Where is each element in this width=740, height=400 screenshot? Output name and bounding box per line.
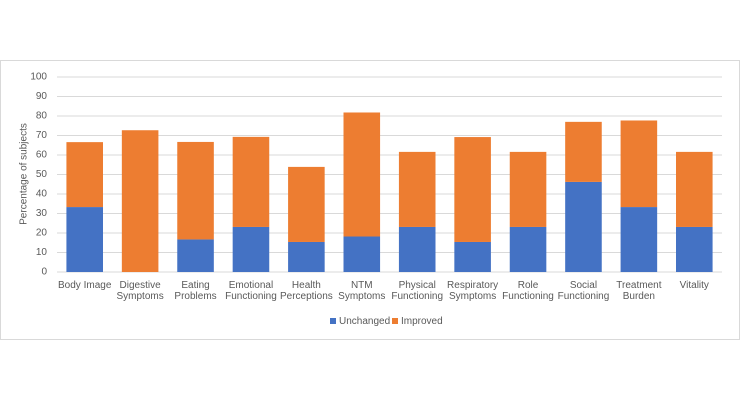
y-tick-label: 30	[36, 208, 48, 219]
x-tick-label: Eating Problems	[174, 280, 217, 302]
x-tick-label: Treatment Burden	[616, 280, 662, 302]
y-tick-label: 60	[36, 150, 48, 161]
legend-label: Improved	[401, 316, 443, 327]
bar-segment	[232, 226, 270, 272]
bar-segment	[288, 241, 325, 272]
y-tick-label: 70	[36, 130, 48, 141]
y-tick-label: 20	[36, 228, 48, 239]
bar-segment	[177, 239, 214, 272]
y-tick-label: 90	[36, 91, 48, 102]
bar-segment	[177, 141, 214, 240]
x-tick-label: Vitality	[679, 280, 709, 291]
bar-segment	[509, 151, 547, 227]
x-tick-label: Physical Functioning	[391, 280, 444, 302]
x-tick-label: Health Perceptions	[279, 280, 333, 302]
bar-segment	[454, 241, 491, 272]
y-tick-label: 80	[36, 111, 48, 122]
bar-segment	[398, 151, 436, 227]
bar-segment	[66, 207, 103, 272]
y-tick-label: 40	[36, 189, 48, 200]
bar-segment	[121, 130, 159, 272]
x-tick-label: Emotional Functioning	[225, 280, 277, 302]
x-tick-label: Social Functioning	[557, 280, 610, 302]
y-tick-label: 50	[36, 169, 48, 180]
x-tick-label: Respiratory Symptoms	[447, 280, 499, 302]
bar-segment	[288, 166, 325, 242]
bar-segment	[565, 181, 602, 272]
bar-segment	[232, 136, 270, 227]
bar-segment	[565, 121, 602, 182]
x-tick-label: NTM Symptoms	[338, 280, 386, 302]
bar-segment	[398, 226, 436, 272]
y-axis-label: Percentage of subjects	[19, 123, 30, 225]
legend-label: Unchanged	[339, 316, 390, 327]
y-tick-label: 100	[30, 72, 47, 83]
bar-segment	[620, 120, 658, 208]
x-tick-label: Body Image	[58, 280, 112, 291]
bar-segment	[454, 137, 491, 242]
bar-segment	[343, 236, 381, 272]
legend-swatch	[392, 318, 398, 324]
bar-segment	[343, 112, 381, 237]
x-tick-label: Role Functioning	[502, 280, 554, 302]
legend-swatch	[330, 318, 336, 324]
bar-segment	[620, 207, 658, 272]
x-tick-label: Digestive Symptoms	[116, 280, 164, 302]
y-tick-label: 0	[41, 267, 47, 278]
bar-segment	[676, 151, 713, 227]
bar-segment	[66, 142, 103, 208]
y-tick-label: 10	[36, 247, 48, 258]
bar-segment	[676, 226, 713, 272]
bar-segment	[509, 226, 547, 272]
